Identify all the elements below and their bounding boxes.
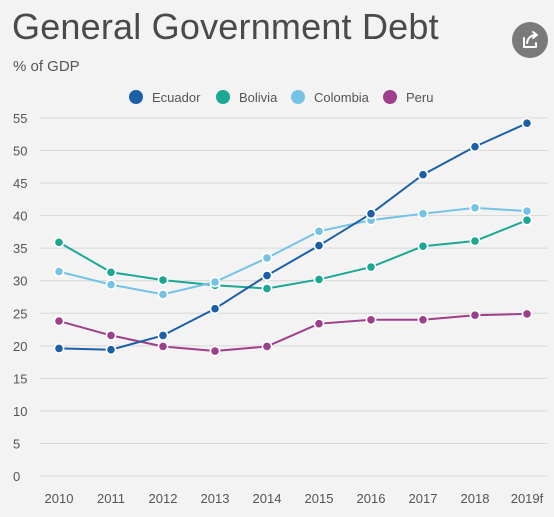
data-point-ecuador-2016	[365, 208, 377, 220]
data-point-ecuador-2019f	[521, 117, 533, 129]
data-point-ecuador-2010	[53, 343, 65, 354]
share-button[interactable]	[512, 22, 548, 58]
data-point-peru-2012	[157, 341, 169, 352]
data-point-ecuador-2013	[209, 303, 221, 315]
data-point-peru-2019f	[521, 308, 533, 320]
y-tick-label: 10	[13, 404, 27, 419]
x-tick-label: 2016	[357, 491, 386, 506]
data-point-colombia-2013	[209, 276, 221, 288]
data-point-peru-2017	[417, 314, 429, 326]
y-tick-label: 45	[13, 176, 27, 191]
legend-label-ecuador: Ecuador	[152, 90, 201, 105]
data-point-peru-2016	[365, 314, 377, 326]
data-point-colombia-2018	[469, 202, 481, 214]
y-tick-label: 55	[13, 111, 27, 126]
data-point-bolivia-2014	[261, 283, 273, 294]
series-line-colombia	[58, 206, 528, 296]
y-tick-label: 0	[13, 469, 20, 484]
y-tick-label: 20	[13, 339, 27, 354]
share-icon	[523, 31, 538, 48]
chart-title: General Government Debt	[12, 6, 439, 47]
x-tick-label: 2013	[201, 491, 230, 506]
data-point-ecuador-2011	[105, 344, 117, 356]
data-point-bolivia-2011	[105, 266, 117, 278]
y-tick-label: 15	[13, 371, 27, 386]
data-point-bolivia-2018	[469, 235, 481, 247]
data-point-bolivia-2016	[365, 261, 377, 273]
data-point-colombia-2014	[261, 252, 273, 264]
data-point-colombia-2011	[105, 279, 117, 291]
data-point-colombia-2010	[53, 266, 65, 278]
data-point-ecuador-2018	[469, 141, 481, 153]
legend-label-bolivia: Bolivia	[239, 90, 278, 105]
x-tick-label: 2011	[97, 491, 125, 506]
series-line-ecuador	[58, 122, 528, 351]
data-point-bolivia-2010	[53, 236, 65, 248]
data-point-bolivia-2012	[157, 274, 169, 286]
x-tick-label: 2012	[149, 491, 178, 506]
data-point-peru-2018	[469, 309, 481, 321]
legend-marker-peru	[383, 90, 397, 104]
data-point-ecuador-2012	[157, 330, 169, 341]
data-point-bolivia-2019f	[521, 214, 533, 226]
x-tick-label: 2018	[461, 491, 490, 506]
legend-marker-colombia	[291, 90, 305, 104]
x-tick-label: 2014	[253, 491, 282, 506]
data-point-peru-2015	[313, 318, 325, 330]
y-tick-label: 35	[13, 241, 27, 256]
data-point-peru-2010	[53, 315, 65, 327]
legend-label-peru: Peru	[406, 90, 433, 105]
data-point-ecuador-2017	[417, 169, 429, 181]
data-point-bolivia-2015	[313, 274, 325, 285]
data-point-peru-2013	[209, 345, 221, 357]
x-tick-label: 2010	[45, 491, 74, 506]
x-tick-label: 2017	[409, 491, 438, 506]
data-point-bolivia-2017	[417, 240, 429, 252]
legend-label-colombia: Colombia	[314, 90, 370, 105]
legend-marker-bolivia	[216, 90, 230, 104]
y-tick-label: 50	[13, 144, 27, 159]
data-point-colombia-2012	[157, 288, 169, 300]
y-tick-label: 40	[13, 209, 27, 224]
y-tick-label: 30	[13, 274, 27, 289]
y-tick-label: 25	[13, 306, 27, 321]
y-tick-label: 5	[13, 436, 20, 451]
data-point-ecuador-2014	[261, 270, 273, 281]
legend-marker-ecuador	[129, 90, 143, 104]
series-line-peru	[58, 312, 528, 353]
data-point-peru-2011	[105, 330, 117, 341]
x-tick-label: 2015	[305, 491, 334, 506]
series-line-bolivia	[58, 219, 528, 290]
data-point-ecuador-2015	[313, 240, 325, 251]
data-point-colombia-2015	[313, 225, 325, 237]
data-point-colombia-2017	[417, 208, 429, 220]
data-point-peru-2014	[261, 341, 273, 352]
data-point-colombia-2019f	[521, 205, 533, 217]
x-tick-label: 2019f	[511, 491, 544, 506]
chart-subtitle: % of GDP	[13, 58, 80, 75]
